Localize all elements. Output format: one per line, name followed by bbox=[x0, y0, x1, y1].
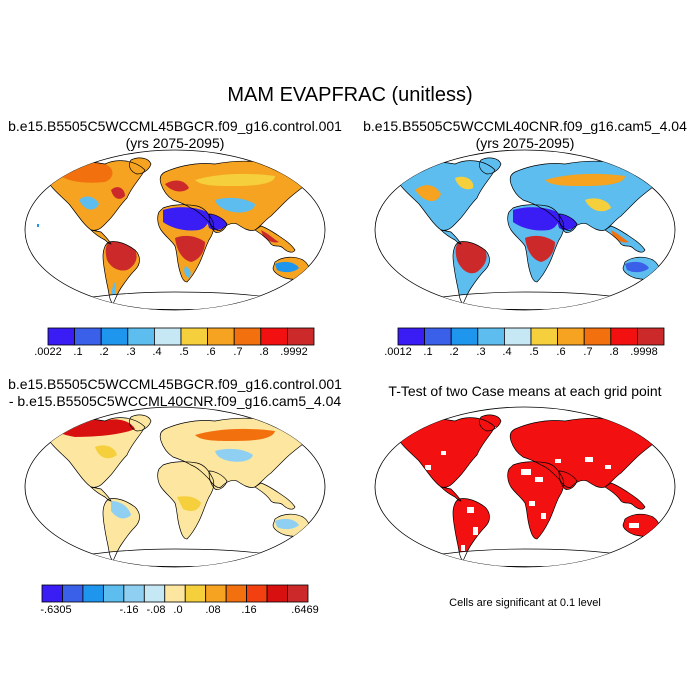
cb1-swatch-5 bbox=[180, 327, 209, 346]
cb1-swatch-8 bbox=[260, 327, 288, 346]
cb1-label-9: .9992 bbox=[280, 346, 308, 358]
cb2-label-3: .3 bbox=[476, 346, 486, 358]
cb1-label-4: .4 bbox=[152, 346, 162, 358]
cb2-label-8: .8 bbox=[609, 346, 619, 358]
panel-2-title-line1: b.e15.B5505C5WCCML40CNR.f09_g16.cam5_4.0… bbox=[363, 118, 687, 134]
panel-3-title-line2: - b.e15.B5505C5WCCML40CNR.f09_g16.cam5_4… bbox=[8, 393, 342, 409]
panel-2-map bbox=[374, 149, 676, 311]
cb3-swatch-12 bbox=[287, 584, 309, 603]
cb2-swatch-3 bbox=[477, 327, 505, 346]
cb1-swatch-2 bbox=[100, 327, 129, 346]
cb2-label-7: .7 bbox=[583, 346, 593, 358]
cb2-swatch-9 bbox=[637, 327, 665, 346]
cb3-swatch-11 bbox=[266, 584, 288, 603]
panel-3-title-line1: b.e15.B5505C5WCCML45BGCR.f09_g16.control… bbox=[8, 376, 342, 392]
cb3-swatch-1 bbox=[62, 584, 84, 603]
cb1-label-8: .8 bbox=[259, 346, 269, 358]
cb3-swatch-8 bbox=[205, 584, 227, 603]
cb2-swatch-4 bbox=[503, 327, 532, 346]
panel-4-title-line1: T-Test of two Case means at each grid po… bbox=[388, 383, 662, 399]
cb1-swatch-9 bbox=[286, 327, 315, 346]
significance-note: Cells are significant at 0.1 level bbox=[449, 597, 601, 609]
panel-2-title: b.e15.B5505C5WCCML40CNR.f09_g16.cam5_4.0… bbox=[350, 118, 700, 152]
panel-3-map bbox=[24, 406, 326, 568]
cb1-label-6: .6 bbox=[206, 346, 216, 358]
cb2-swatch-7 bbox=[583, 327, 612, 346]
cb3-swatch-0 bbox=[41, 584, 63, 603]
panel-1-title: b.e15.B5505C5WCCML45BGCR.f09_g16.control… bbox=[0, 118, 350, 152]
panel-1-title-line2: (yrs 2075-2095) bbox=[125, 135, 225, 151]
cb3-label-5: .16 bbox=[241, 604, 257, 616]
panel-2-colorbar bbox=[397, 327, 665, 346]
cb3-swatch-6 bbox=[164, 584, 186, 603]
cb2-swatch-5 bbox=[530, 327, 559, 346]
cb2-label-4: .4 bbox=[502, 346, 512, 358]
cb1-label-2: .2 bbox=[99, 346, 109, 358]
cb1-swatch-1 bbox=[74, 327, 102, 346]
panel-3-colorbar bbox=[41, 584, 309, 603]
cb3-label-1: -.16 bbox=[119, 604, 139, 616]
cb1-swatch-3 bbox=[127, 327, 155, 346]
cb2-label-5: .5 bbox=[529, 346, 539, 358]
cb2-swatch-0 bbox=[397, 327, 426, 346]
cb1-swatch-6 bbox=[207, 327, 235, 346]
panel-1-title-line1: b.e15.B5505C5WCCML45BGCR.f09_g16.control… bbox=[8, 118, 342, 134]
cb3-label-6: .6469 bbox=[291, 604, 319, 616]
cb3-label-3: .0 bbox=[173, 604, 183, 616]
cb3-label-0: -.6305 bbox=[40, 604, 72, 616]
cb2-label-2: .2 bbox=[449, 346, 459, 358]
cb3-swatch-4 bbox=[123, 584, 145, 603]
panel-4-map bbox=[374, 406, 676, 568]
panel-2-title-line2: (yrs 2075-2095) bbox=[475, 135, 575, 151]
cb2-label-0: .0012 bbox=[384, 346, 412, 358]
cb3-swatch-2 bbox=[82, 584, 104, 603]
cb1-label-5: .5 bbox=[179, 346, 189, 358]
cb3-swatch-9 bbox=[225, 584, 248, 603]
cb3-label-4: .08 bbox=[205, 604, 221, 616]
cb2-label-1: .1 bbox=[423, 346, 433, 358]
cb2-label-9: .9998 bbox=[630, 346, 658, 358]
cb1-swatch-4 bbox=[153, 327, 182, 346]
cb2-swatch-8 bbox=[610, 327, 638, 346]
figure-title: MAM EVAPFRAC (unitless) bbox=[227, 84, 473, 106]
panel-3-title: b.e15.B5505C5WCCML45BGCR.f09_g16.control… bbox=[0, 376, 350, 410]
cb1-swatch-0 bbox=[47, 327, 76, 346]
cb3-swatch-5 bbox=[143, 584, 166, 603]
panel-4-title: T-Test of two Case means at each grid po… bbox=[350, 383, 700, 400]
cb1-label-1: .1 bbox=[73, 346, 83, 358]
cb3-swatch-3 bbox=[102, 584, 125, 603]
cb1-label-3: .3 bbox=[126, 346, 136, 358]
cb1-label-0: .0022 bbox=[34, 346, 62, 358]
panel-1-map bbox=[24, 149, 326, 311]
cb2-swatch-6 bbox=[557, 327, 585, 346]
cb1-swatch-7 bbox=[233, 327, 262, 346]
cb1-label-7: .7 bbox=[233, 346, 243, 358]
cb3-label-2: -.08 bbox=[146, 604, 166, 616]
cb2-label-6: .6 bbox=[556, 346, 566, 358]
cb3-swatch-7 bbox=[184, 584, 207, 603]
panel-1-colorbar bbox=[47, 327, 315, 346]
cb2-swatch-1 bbox=[424, 327, 452, 346]
cb2-swatch-2 bbox=[450, 327, 479, 346]
cb3-swatch-10 bbox=[246, 584, 268, 603]
